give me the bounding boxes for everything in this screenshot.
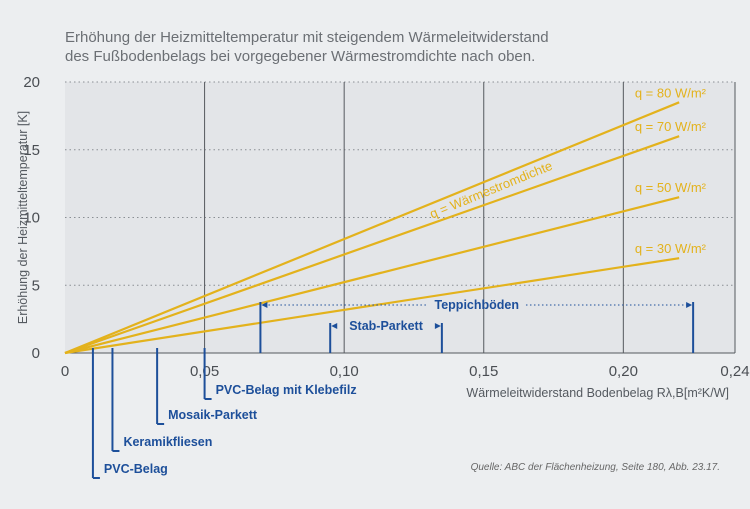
series-line <box>64 101 680 355</box>
x-tick-label: 0,15 <box>469 363 498 380</box>
series-label: q = 50 W/m² <box>635 180 707 195</box>
y-tick-label: 5 <box>32 277 40 294</box>
range-arrow-right <box>686 302 693 308</box>
series-label: q = 30 W/m² <box>635 241 707 256</box>
floor-marker-label: Mosaik-Parkett <box>168 408 258 422</box>
series-line <box>64 135 680 355</box>
chart-title-line-1: Erhöhung der Heizmitteltemperatur mit st… <box>65 29 549 46</box>
x-tick-label: 0 <box>61 363 69 380</box>
range-label: Stab-Parkett <box>349 319 423 333</box>
x-tick-label: 0,24 <box>720 363 749 380</box>
range-arrow-right <box>434 323 441 329</box>
range-arrow-left <box>331 323 338 329</box>
x-tick-label: 0,10 <box>330 363 359 380</box>
range-arrow-left <box>261 302 268 308</box>
floor-marker-label: PVC-Belag <box>104 462 168 476</box>
chart-title-line-2: des Fußbodenbelags bei vorgegebener Wärm… <box>65 48 535 65</box>
y-tick-label: 15 <box>23 142 40 159</box>
x-axis-label: Wärmeleitwiderstand Bodenbelag Rλ,B[m²K/… <box>466 386 729 400</box>
series-label: q = 80 W/m² <box>635 85 707 100</box>
series-line <box>64 257 680 355</box>
y-tick-label: 10 <box>23 210 40 227</box>
x-tick-label: 0,20 <box>609 363 638 380</box>
floor-marker-label: PVC-Belag mit Klebefilz <box>216 383 357 397</box>
y-axis-label: Erhöhung der Heizmitteltemperatur [K] <box>16 111 30 324</box>
y-tick-label: 20 <box>23 74 40 91</box>
series-line <box>64 196 680 355</box>
y-tick-label: 0 <box>32 345 40 362</box>
floor-marker-label: Keramikfliesen <box>123 435 212 449</box>
series-label: q = 70 W/m² <box>635 119 707 134</box>
source-note: Quelle: ABC der Flächenheizung, Seite 18… <box>471 462 720 473</box>
range-label: Teppichböden <box>435 298 520 312</box>
